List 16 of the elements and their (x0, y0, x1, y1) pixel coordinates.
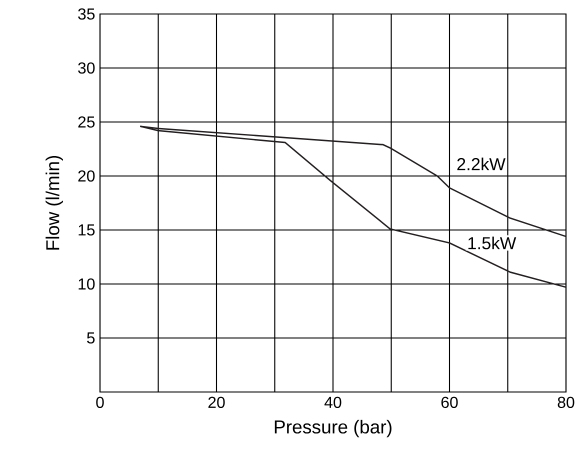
y-axis-title: Flow (l/min) (46, 156, 64, 250)
x-tick-label: 60 (441, 396, 458, 408)
y-tick-label: 15 (78, 224, 95, 236)
y-tick-label: 10 (78, 278, 95, 290)
y-tick-label: 30 (78, 62, 95, 74)
y-tick-label: 35 (78, 8, 95, 20)
series-label: 2.2kW (457, 158, 506, 170)
y-tick-label: 25 (78, 116, 95, 128)
y-tick-label: 20 (78, 170, 95, 182)
series-label: 1.5kW (468, 236, 516, 250)
x-tick-label: 80 (558, 396, 574, 408)
x-axis-title: Pressure (bar) (274, 420, 392, 438)
x-tick-label: 40 (324, 396, 342, 408)
y-tick-label: 5 (87, 332, 95, 344)
x-tick-label: 0 (96, 396, 104, 408)
x-tick-label: 20 (208, 396, 225, 408)
